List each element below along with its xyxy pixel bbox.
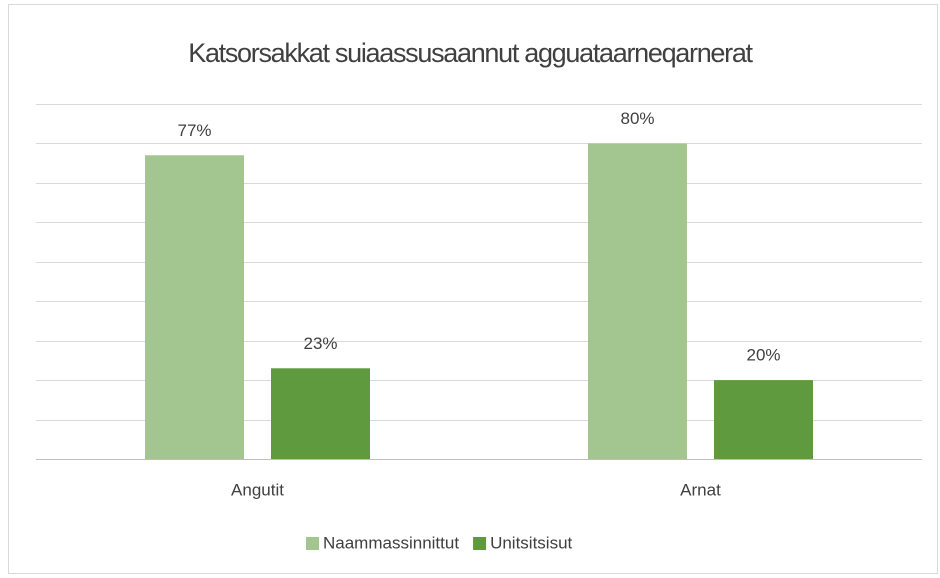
bar — [588, 143, 687, 459]
chart-title: Katsorsakkat suiaassusaannut agguataarne… — [188, 38, 753, 68]
x-tick-label: Arnat — [680, 480, 721, 499]
data-label: 23% — [303, 334, 337, 353]
legend-label: Unitsitsisut — [490, 533, 572, 552]
data-label: 80% — [620, 109, 654, 128]
data-label: 20% — [746, 346, 780, 365]
x-tick-label: Angutit — [231, 480, 284, 499]
bar — [271, 368, 370, 459]
bar — [145, 155, 244, 459]
bar — [714, 380, 813, 459]
legend-label: Naammassinnittut — [323, 533, 459, 552]
data-label: 77% — [177, 121, 211, 140]
legend-swatch — [473, 537, 487, 550]
legend-swatch — [306, 537, 319, 550]
